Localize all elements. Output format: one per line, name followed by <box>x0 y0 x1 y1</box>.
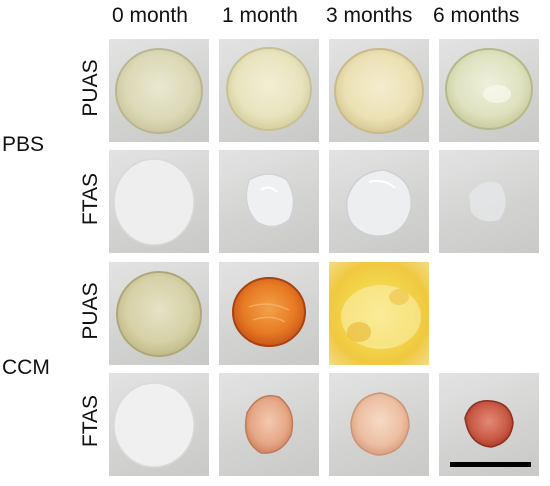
sample-translucent-disc <box>113 382 195 468</box>
sample-yellow-residue <box>341 285 421 349</box>
tile-ccm-ftas-0-month <box>109 373 209 476</box>
tile-pbs-ftas-0-month <box>109 150 209 253</box>
sample-translucent-fragment <box>346 169 412 237</box>
tile-pbs-puas-3-months <box>329 39 429 142</box>
tile-ccm-ftas-6-months <box>439 373 539 476</box>
sample-orange-disc <box>232 277 306 347</box>
sample-clear-disc <box>334 48 424 134</box>
tile-ccm-puas-1-month <box>219 262 319 365</box>
tile-pbs-puas-0-month <box>109 39 209 142</box>
column-label-0-month: 0 month <box>112 4 188 27</box>
column-label-6-months: 6 months <box>433 4 520 27</box>
sample-translucent-fragment <box>245 173 295 228</box>
sample-pinkish-fragment <box>244 395 294 454</box>
group-label-pbs: PBS <box>2 133 45 156</box>
sample-translucent-disc <box>113 158 195 246</box>
sample-clear-disc <box>445 48 533 130</box>
column-label-3-months: 3 months <box>326 4 413 27</box>
row-label-pbs-puas: PUAS <box>79 59 102 117</box>
sample-clear-disc <box>116 271 202 357</box>
tile-ccm-puas-6-months <box>439 262 539 365</box>
tile-pbs-puas-6-months <box>439 39 539 142</box>
sample-pinkish-fragment <box>350 392 410 456</box>
scale-bar <box>450 462 531 467</box>
sample-clear-disc <box>115 48 203 134</box>
row-label-pbs-ftas: FTAS <box>79 172 102 226</box>
tile-pbs-puas-1-month <box>219 39 319 142</box>
tile-ccm-ftas-1-month <box>219 373 319 476</box>
tile-ccm-puas-3-months <box>329 262 429 365</box>
tile-ccm-puas-0-month <box>109 262 209 365</box>
tile-pbs-ftas-6-months <box>439 150 539 253</box>
sample-red-fragment <box>464 400 514 448</box>
tile-pbs-ftas-3-months <box>329 150 429 253</box>
tile-ccm-ftas-3-months <box>329 373 429 476</box>
sample-faint-fragment <box>469 181 506 222</box>
group-label-ccm: CCM <box>2 356 50 379</box>
tile-pbs-ftas-1-month <box>219 150 319 253</box>
column-label-1-month: 1 month <box>222 4 298 27</box>
sample-clear-disc <box>226 47 312 131</box>
row-label-ccm-ftas: FTAS <box>79 394 102 448</box>
row-label-ccm-puas: PUAS <box>79 282 102 340</box>
